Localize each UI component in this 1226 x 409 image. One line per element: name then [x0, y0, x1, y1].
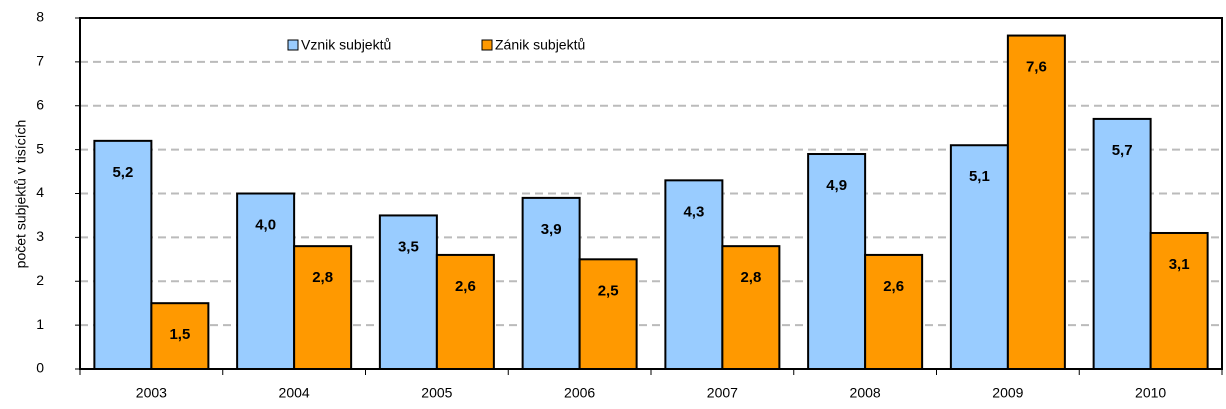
y-tick-label: 0	[36, 360, 44, 376]
bar	[236, 192, 296, 370]
bar	[949, 144, 1009, 370]
y-tick-label: 8	[36, 9, 44, 25]
bar	[93, 139, 153, 370]
data-label: 4,0	[255, 216, 276, 233]
y-tick-label: 2	[36, 272, 44, 288]
x-tick-label: 2003	[136, 385, 167, 401]
x-tick-label: 2010	[1135, 385, 1166, 401]
legend-label: Vznik subjektů	[301, 37, 391, 53]
bar	[1092, 117, 1152, 370]
bar	[150, 302, 210, 370]
bar	[807, 153, 867, 370]
y-tick-label: 1	[36, 316, 44, 332]
plot-frame	[79, 17, 1223, 370]
x-tick-label: 2007	[707, 385, 738, 401]
legend-swatch	[481, 39, 493, 51]
data-label: 4,3	[683, 203, 704, 220]
x-tick-label: 2008	[850, 385, 881, 401]
bar	[378, 214, 438, 370]
bar	[1149, 231, 1209, 370]
y-tick-label: 6	[36, 96, 44, 112]
x-tick-label: 2004	[279, 385, 310, 401]
data-label: 5,7	[1112, 142, 1133, 159]
y-tick-label: 3	[36, 228, 44, 244]
y-axis-label: počet subjektů v tisících	[13, 120, 29, 269]
bar	[293, 245, 353, 370]
bar	[864, 253, 924, 370]
data-label: 1,5	[169, 326, 190, 343]
bar	[664, 179, 724, 370]
legend-swatch	[287, 39, 299, 51]
x-tick-label: 2006	[564, 385, 595, 401]
legend-label: Zánik subjektů	[495, 37, 585, 53]
bar	[435, 253, 495, 370]
x-tick-label: 2009	[992, 385, 1023, 401]
y-tick-label: 5	[36, 140, 44, 156]
y-tick-label: 4	[36, 184, 44, 200]
data-label: 2,5	[598, 282, 619, 299]
data-label: 5,2	[112, 164, 133, 181]
data-label: 2,8	[740, 269, 761, 286]
y-tick-label: 7	[36, 53, 44, 69]
data-label: 2,8	[312, 269, 333, 286]
data-label: 4,9	[826, 177, 847, 194]
x-tick-label: 2005	[421, 385, 452, 401]
data-label: 7,6	[1026, 59, 1047, 76]
data-label: 5,1	[969, 168, 990, 185]
data-label: 2,6	[883, 278, 904, 295]
data-label: 3,1	[1169, 256, 1190, 273]
bar	[578, 258, 638, 370]
bar	[721, 245, 781, 370]
data-label: 3,5	[398, 238, 419, 255]
data-label: 3,9	[541, 221, 562, 238]
bar	[1006, 34, 1066, 371]
data-label: 2,6	[455, 278, 476, 295]
